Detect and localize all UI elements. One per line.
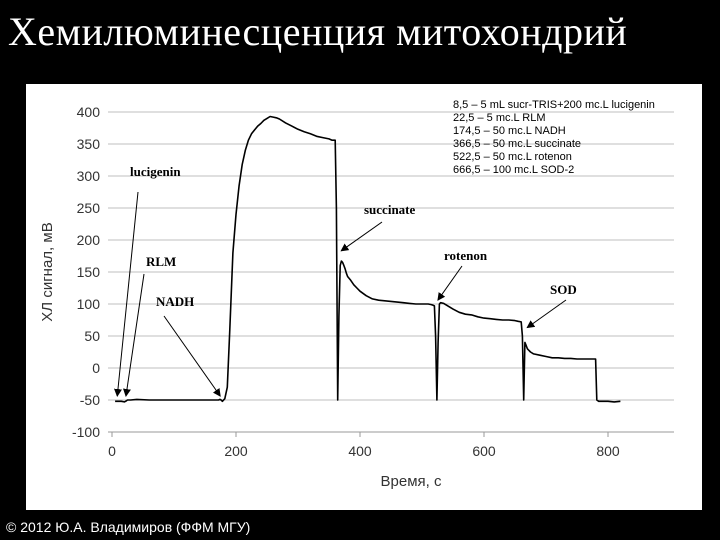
y-tick-label: 400 — [77, 104, 101, 120]
series-line — [115, 115, 621, 403]
annotation-arrow — [340, 221, 383, 252]
y-tick-label: 200 — [77, 232, 101, 248]
slide-title: Хемилюминесценция митохондрий — [8, 9, 628, 54]
annotation-label: RLM — [146, 254, 176, 269]
copyright-footer: © 2012 Ю.А. Владимиров (ФФМ МГУ) — [6, 519, 251, 535]
annotation-arrow — [163, 315, 221, 397]
annotation-label: lucigenin — [130, 164, 181, 179]
legend-line: 8,5 – 5 mL sucr-TRIS+200 mc.L lucigenin — [453, 99, 655, 111]
legend-line: 666,5 – 100 mc.L SOD-2 — [453, 164, 574, 176]
y-axis-title: ХЛ сигнал, мВ — [39, 222, 56, 321]
x-axis-title: Время, с — [381, 473, 442, 490]
annotation-arrow — [437, 265, 463, 301]
y-tick-label: 250 — [77, 200, 101, 216]
x-tick-label: 800 — [596, 443, 620, 459]
y-tick-label: 350 — [77, 136, 101, 152]
y-tick-label: -50 — [80, 392, 100, 408]
annotation-arrow — [526, 299, 567, 329]
chart-panel: lucigenin RLM NADH succinate rotenon SOD 400 3… — [26, 84, 702, 510]
annotation-label: NADH — [156, 294, 194, 309]
legend-line: 522,5 – 50 mc.L rotenon — [453, 151, 572, 163]
chemiluminescence-chart: lucigenin RLM NADH succinate rotenon SOD 400 3… — [39, 99, 674, 490]
y-tick-label: -100 — [72, 424, 100, 440]
annotation-label: succinate — [364, 202, 416, 217]
x-tick-label: 0 — [108, 443, 116, 459]
y-tick-label: 50 — [84, 328, 100, 344]
y-tick-label: 300 — [77, 168, 101, 184]
x-tick-label: 200 — [224, 443, 248, 459]
x-tick-label: 400 — [348, 443, 372, 459]
legend-line: 174,5 – 50 mc.L NADH — [453, 125, 566, 137]
annotation-arrow — [113, 191, 139, 397]
annotation-label: rotenon — [444, 248, 488, 263]
annotation-arrow — [123, 273, 145, 397]
annotation-label: SOD — [550, 282, 577, 297]
y-tick-label: 0 — [92, 360, 100, 376]
y-tick-label: 150 — [77, 264, 101, 280]
legend-line: 22,5 – 5 mc.L RLM — [453, 112, 546, 124]
y-tick-label: 100 — [77, 296, 101, 312]
x-tick-label: 600 — [472, 443, 496, 459]
legend-line: 366,5 – 50 mc.L succinate — [453, 138, 581, 150]
